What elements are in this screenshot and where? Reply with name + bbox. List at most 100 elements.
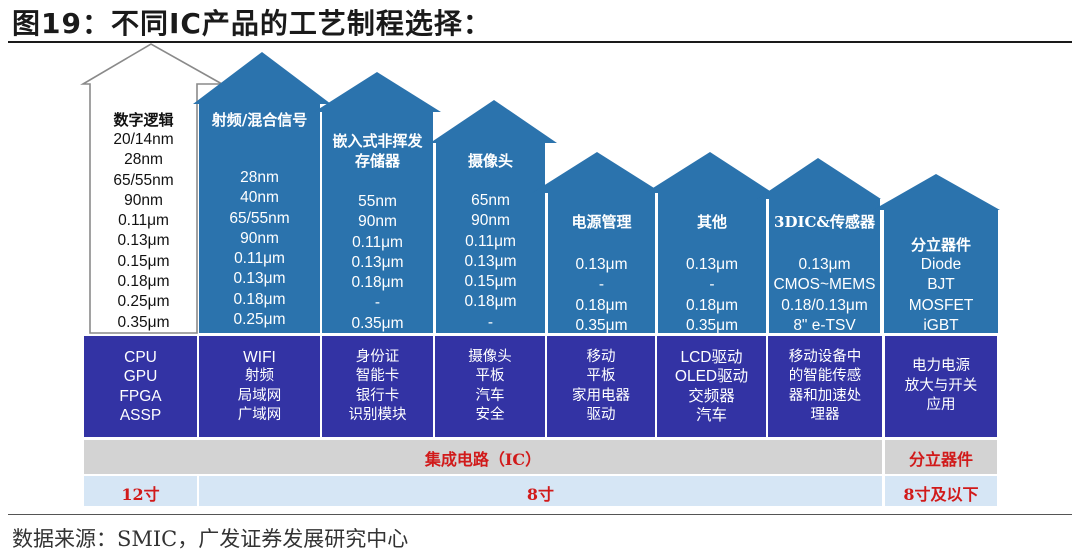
app-label: 移动 bbox=[586, 348, 616, 365]
node-label: - bbox=[374, 294, 381, 312]
apps-power: 移动 平板 家用电器 驱动 bbox=[547, 336, 655, 437]
apps-camera: 摄像头 平板 汽车 安全 bbox=[435, 336, 545, 437]
app-label: ASSP bbox=[119, 407, 162, 424]
node-label: 90nm bbox=[471, 212, 510, 230]
app-label: 射频 bbox=[245, 368, 274, 384]
node-label: 0.35μm bbox=[351, 314, 404, 332]
app-label: 应用 bbox=[926, 397, 956, 414]
apps-digital-logic: CPU GPU FPGA ASSP bbox=[84, 336, 197, 437]
app-label: 交频器 bbox=[688, 387, 735, 405]
node-label: 0.25μm bbox=[117, 293, 170, 311]
app-label: 平板 bbox=[475, 368, 505, 384]
category-label: 3DIC&传感器 bbox=[774, 213, 875, 231]
arrow-rf bbox=[193, 52, 331, 333]
node-label: MOSFET bbox=[908, 296, 974, 314]
app-label: 的智能传感 bbox=[788, 368, 862, 384]
category-label: 电源管理 bbox=[571, 213, 632, 231]
node-label: 8" e-TSV bbox=[793, 316, 856, 334]
band-wafer-8 bbox=[199, 476, 882, 506]
node-label: iGBT bbox=[923, 316, 959, 334]
node-label: 0.13μm bbox=[233, 270, 286, 288]
node-label: 0.35μm bbox=[575, 316, 628, 334]
app-label: 放大与开关 bbox=[904, 377, 978, 394]
apps-other: LCD驱动 OLED驱动 交频器 汽车 bbox=[657, 336, 766, 437]
column-power: 电源管理 0.13μm - 0.18μm 0.35μm bbox=[548, 212, 655, 336]
arrow-discrete bbox=[873, 174, 1000, 333]
node-label: - bbox=[709, 276, 715, 294]
node-label: Diode bbox=[920, 256, 962, 273]
category-label: 数字逻辑 bbox=[113, 111, 174, 129]
band-discrete bbox=[885, 440, 997, 474]
app-label: WIFI bbox=[243, 348, 276, 366]
column-envm: 嵌入式非挥发 存储器 55nm 90nm 0.11μm 0.13μm 0.18μ… bbox=[322, 131, 433, 334]
source-divider bbox=[8, 514, 1072, 515]
wafer-8-below-label: 8寸及以下 bbox=[903, 485, 979, 504]
node-label: 40nm bbox=[240, 189, 279, 207]
apps-rf: WIFI 射频 局域网 广域网 bbox=[199, 336, 320, 437]
column-other: 其他 0.13μm - 0.18μm 0.35μm bbox=[658, 212, 766, 336]
app-label: OLED驱动 bbox=[674, 368, 749, 385]
app-label: 识别模块 bbox=[348, 407, 407, 423]
apps-envm: 身份证 智能卡 银行卡 识别模块 bbox=[322, 336, 433, 437]
wafer-8-label: 8寸 bbox=[526, 485, 555, 504]
wafer-12-label: 12寸 bbox=[121, 485, 160, 504]
source-note: 数据来源：SMIC，广发证券发展研究中心 bbox=[12, 527, 409, 551]
app-label: FPGA bbox=[119, 387, 162, 405]
column-camera: 摄像头 65nm 90nm 0.11μm 0.13μm 0.15μm 0.18μ… bbox=[436, 151, 545, 333]
node-label: 0.13μm bbox=[798, 256, 851, 273]
column-discrete: 分立器件 Diode BJT MOSFET iGBT bbox=[884, 235, 998, 336]
node-label: 28nm bbox=[124, 151, 163, 169]
node-label: 20/14nm bbox=[113, 131, 174, 148]
title-divider bbox=[8, 41, 1072, 43]
node-label: 90nm bbox=[240, 229, 279, 247]
app-label: 汽车 bbox=[695, 407, 727, 424]
node-label: 0.15μm bbox=[117, 252, 170, 270]
node-label: 0.15μm bbox=[464, 273, 517, 291]
app-label: 智能卡 bbox=[355, 368, 400, 384]
category-label-line1: 嵌入式非挥发 bbox=[332, 132, 423, 150]
app-label: 理器 bbox=[810, 407, 840, 423]
node-label: 0.35μm bbox=[685, 316, 738, 334]
node-label: BJT bbox=[927, 276, 955, 294]
node-label: 0.18μm bbox=[685, 296, 738, 314]
node-label: 55nm bbox=[358, 193, 397, 210]
node-label: 0.13μm bbox=[117, 232, 170, 250]
app-label: 身份证 bbox=[355, 348, 400, 365]
app-label: 驱动 bbox=[586, 407, 616, 423]
arrow-envm bbox=[314, 72, 441, 333]
node-label: 0.18/0.13μm bbox=[781, 296, 868, 314]
app-label: 摄像头 bbox=[468, 348, 512, 365]
band-ic bbox=[84, 440, 882, 474]
arrow-other bbox=[645, 152, 773, 333]
app-label: 器和加速处 bbox=[788, 387, 862, 404]
app-label: CPU bbox=[124, 348, 157, 366]
band-discrete-label: 分立器件 bbox=[908, 450, 973, 469]
node-label: CMOS~MEMS bbox=[773, 276, 876, 294]
app-label: 平板 bbox=[586, 368, 616, 384]
arrow-power bbox=[532, 152, 662, 333]
category-label: 射频/混合信号 bbox=[211, 111, 308, 129]
node-label: 90nm bbox=[358, 213, 397, 231]
apps-discrete: 电力电源 放大与开关 应用 bbox=[885, 336, 997, 437]
node-label: 0.11μm bbox=[118, 212, 169, 230]
category-label-line2: 存储器 bbox=[354, 152, 400, 170]
app-label: 广域网 bbox=[237, 407, 282, 423]
column-digital-logic: 数字逻辑 20/14nm 28nm 65/55nm 90nm 0.11μm 0.… bbox=[90, 110, 197, 333]
node-label: 0.18μm bbox=[464, 293, 517, 311]
node-label: 0.25μm bbox=[233, 311, 286, 329]
column-rf: 射频/混合信号 28nm 40nm 65/55nm 90nm 0.11μm 0.… bbox=[199, 110, 320, 351]
app-label: 局域网 bbox=[237, 387, 282, 404]
node-label: 65/55nm bbox=[229, 209, 290, 227]
node-label: 0.18μm bbox=[233, 290, 286, 308]
app-label: GPU bbox=[123, 368, 158, 385]
app-label: 安全 bbox=[475, 407, 505, 423]
node-label: 0.18μm bbox=[575, 296, 628, 314]
node-label: 0.13μm bbox=[351, 253, 404, 271]
node-label: 0.13μm bbox=[575, 256, 628, 273]
category-label: 其他 bbox=[696, 213, 727, 231]
category-label: 分立器件 bbox=[910, 236, 971, 254]
apps-3dic: 移动设备中 的智能传感 器和加速处 理器 bbox=[768, 336, 882, 437]
app-label: LCD驱动 bbox=[680, 348, 743, 366]
app-label: 移动设备中 bbox=[788, 348, 862, 365]
node-label: 0.13μm bbox=[685, 256, 738, 273]
